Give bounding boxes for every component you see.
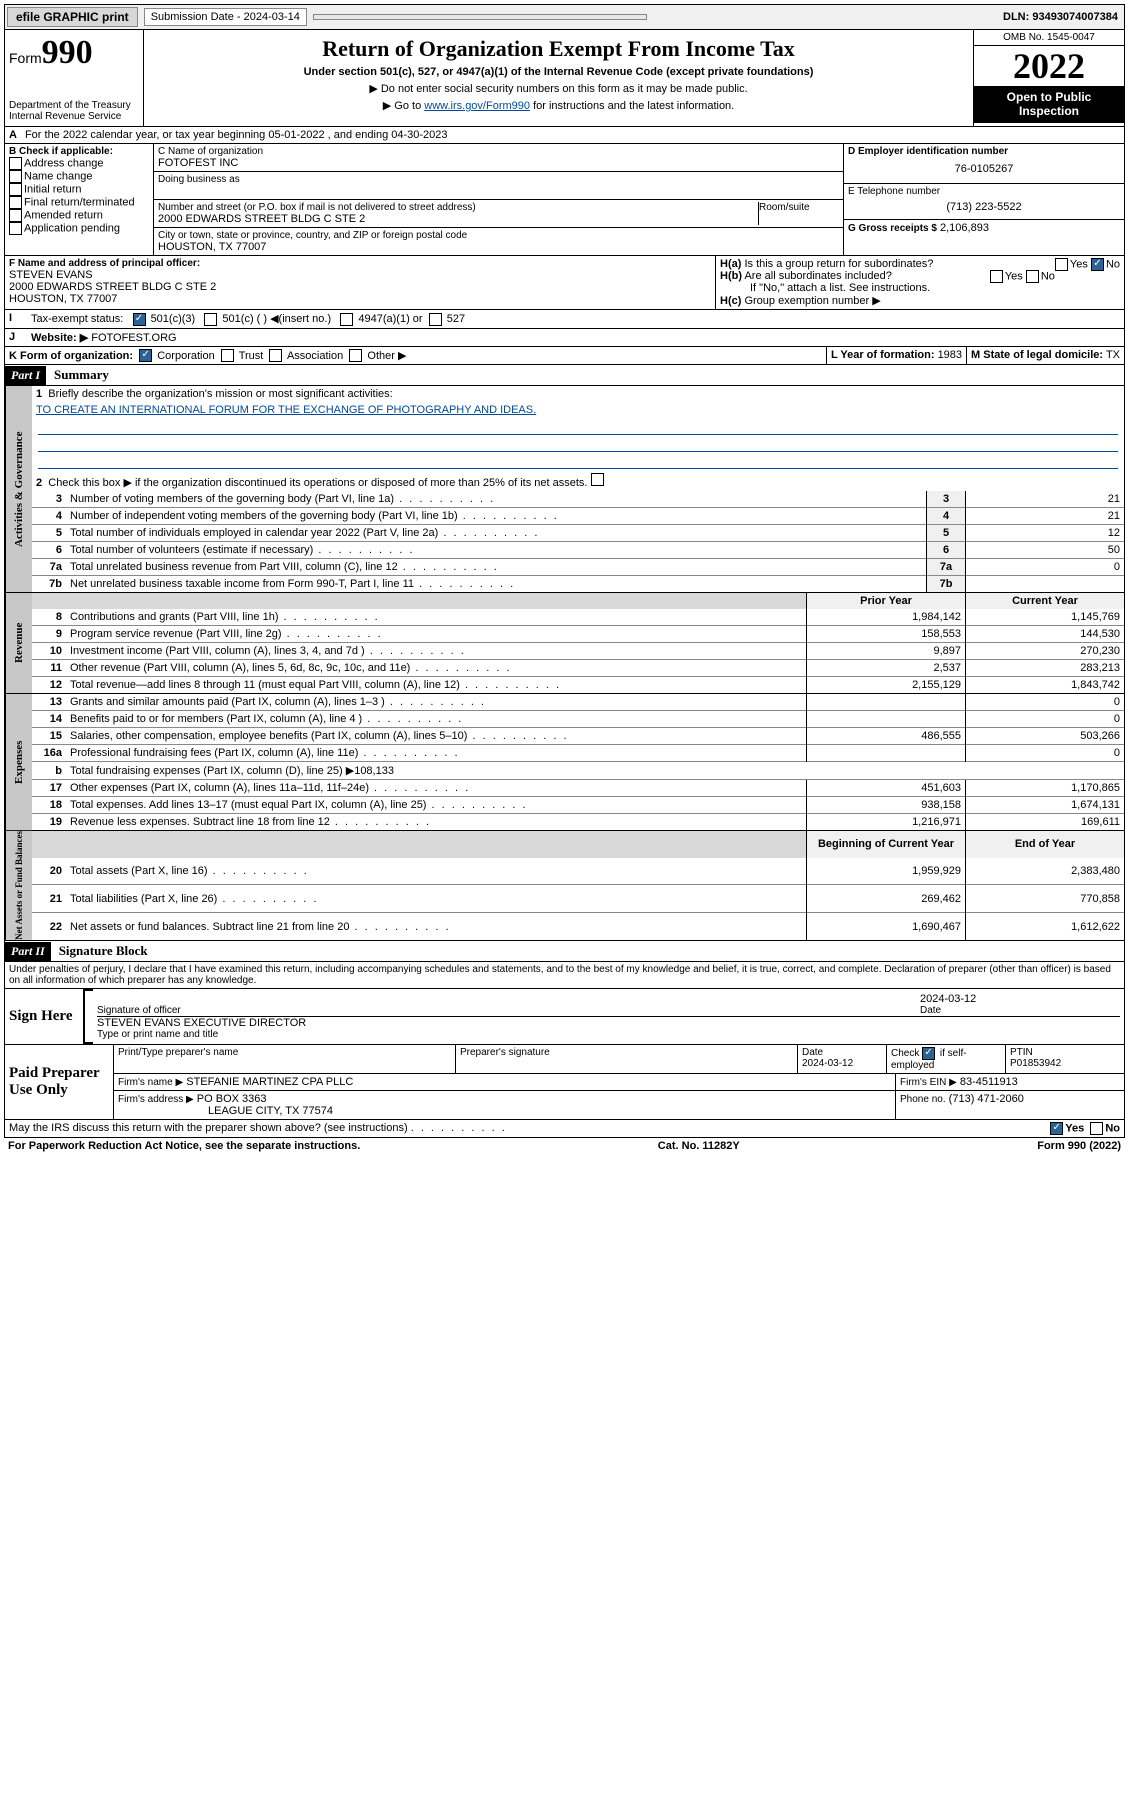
section-expenses: Expenses 13Grants and similar amounts pa… <box>4 694 1125 831</box>
ein: 76-0105267 <box>848 157 1120 181</box>
check-527[interactable] <box>429 313 442 326</box>
netassets-table: Beginning of Current YearEnd of Year 20T… <box>32 831 1124 940</box>
dln: DLN: 93493074007384 <box>1003 11 1122 23</box>
sign-here-label: Sign Here <box>5 989 83 1044</box>
check-4947[interactable] <box>340 313 353 326</box>
efile-print-button[interactable]: efile GRAPHIC print <box>7 7 138 27</box>
discuss-no[interactable] <box>1090 1122 1103 1135</box>
revenue-table: Prior YearCurrent Year 8Contributions an… <box>32 593 1124 693</box>
website-row: J Website: ▶ FOTOFEST.ORG <box>4 329 1125 347</box>
org-form-row: K Form of organization: ✓ Corporation Tr… <box>4 347 1125 366</box>
tax-status-row: I Tax-exempt status: ✓ 501(c)(3) 501(c) … <box>4 310 1125 329</box>
check-corp[interactable]: ✓ <box>139 349 152 362</box>
tax-year: For the 2022 calendar year, or tax year … <box>21 127 452 143</box>
hb-no[interactable] <box>1026 270 1039 283</box>
domicile-state: TX <box>1106 349 1120 361</box>
section-netassets: Net Assets or Fund Balances Beginning of… <box>4 831 1125 941</box>
check-assoc[interactable] <box>269 349 282 362</box>
officer-row: F Name and address of principal officer:… <box>4 256 1125 310</box>
discuss-yes[interactable]: ✓ <box>1050 1122 1063 1135</box>
firm-ein: 83-4511913 <box>960 1076 1018 1088</box>
hb-yes[interactable] <box>990 270 1003 283</box>
tab-revenue: Revenue <box>5 593 32 693</box>
spacer <box>313 14 647 20</box>
check-other[interactable] <box>349 349 362 362</box>
section-revenue: Revenue Prior YearCurrent Year 8Contribu… <box>4 593 1125 694</box>
check-discontinued[interactable] <box>591 473 604 486</box>
signature-block: Under penalties of perjury, I declare th… <box>4 962 1125 1120</box>
box-b: B Check if applicable: Address change Na… <box>5 144 154 255</box>
officer-name: STEVEN EVANS <box>9 269 711 281</box>
officer-print-name: STEVEN EVANS EXECUTIVE DIRECTOR <box>97 1017 1120 1029</box>
firm-phone: (713) 471-2060 <box>949 1093 1024 1105</box>
box-deg: D Employer identification number 76-0105… <box>844 144 1124 255</box>
form-header: Form990 Department of the Treasury Inter… <box>4 30 1125 127</box>
check-final-return[interactable] <box>9 196 22 209</box>
page-footer: For Paperwork Reduction Act Notice, see … <box>4 1138 1125 1154</box>
discuss-row: May the IRS discuss this return with the… <box>4 1120 1125 1138</box>
org-city: HOUSTON, TX 77007 <box>158 241 839 253</box>
perjury-declaration: Under penalties of perjury, I declare th… <box>5 962 1124 988</box>
year-block: OMB No. 1545-0047 2022 Open to Public In… <box>973 30 1124 126</box>
expenses-table: 13Grants and similar amounts paid (Part … <box>32 694 1124 830</box>
box-c: C Name of organization FOTOFEST INC Doin… <box>154 144 843 255</box>
tab-expenses: Expenses <box>5 694 32 830</box>
irs-link[interactable]: www.irs.gov/Form990 <box>424 100 530 112</box>
year-formation: 1983 <box>938 349 962 361</box>
form-number-block: Form990 Department of the Treasury Inter… <box>5 30 144 126</box>
firm-name: STEFANIE MARTINEZ CPA PLLC <box>186 1076 353 1088</box>
check-501c[interactable] <box>204 313 217 326</box>
check-initial-return[interactable] <box>9 183 22 196</box>
tab-netassets: Net Assets or Fund Balances <box>5 831 32 940</box>
top-toolbar: efile GRAPHIC print Submission Date - 20… <box>4 4 1125 30</box>
org-street: 2000 EDWARDS STREET BLDG C STE 2 <box>158 213 758 225</box>
check-name-change[interactable] <box>9 170 22 183</box>
check-address-change[interactable] <box>9 157 22 170</box>
form-title-block: Return of Organization Exempt From Incom… <box>144 30 973 126</box>
tab-governance: Activities & Governance <box>5 386 32 592</box>
check-amended-return[interactable] <box>9 209 22 222</box>
period-row: A For the 2022 calendar year, or tax yea… <box>4 127 1125 144</box>
telephone: (713) 223-5522 <box>848 197 1120 217</box>
mission-text: TO CREATE AN INTERNATIONAL FORUM FOR THE… <box>32 402 1124 418</box>
part2-header: Part II Signature Block <box>4 941 1125 962</box>
identity-block: B Check if applicable: Address change Na… <box>4 144 1125 256</box>
website[interactable]: FOTOFEST.ORG <box>91 332 176 344</box>
part1-header: Part I Summary <box>4 365 1125 386</box>
row-a-label: A <box>5 127 21 143</box>
submission-date: Submission Date - 2024-03-14 <box>144 8 307 26</box>
officer-sign-date: 2024-03-12 <box>920 993 1120 1005</box>
form-title: Return of Organization Exempt From Incom… <box>152 36 965 62</box>
firm-address: PO BOX 3363 <box>197 1093 267 1105</box>
section-governance: Activities & Governance 1 Briefly descri… <box>4 386 1125 593</box>
ha-yes[interactable] <box>1055 258 1068 271</box>
check-application-pending[interactable] <box>9 222 22 235</box>
check-501c3[interactable]: ✓ <box>133 313 146 326</box>
check-trust[interactable] <box>221 349 234 362</box>
ha-no[interactable]: ✓ <box>1091 258 1104 271</box>
org-name: FOTOFEST INC <box>158 157 839 169</box>
preparer-date: 2024-03-12 <box>802 1058 853 1069</box>
governance-table: 3Number of voting members of the governi… <box>32 491 1124 592</box>
gross-receipts: 2,106,893 <box>940 222 989 234</box>
paid-preparer-label: Paid Preparer Use Only <box>5 1045 113 1119</box>
ptin: P01853942 <box>1010 1058 1061 1069</box>
check-self-employed[interactable]: ✓ <box>922 1047 935 1060</box>
